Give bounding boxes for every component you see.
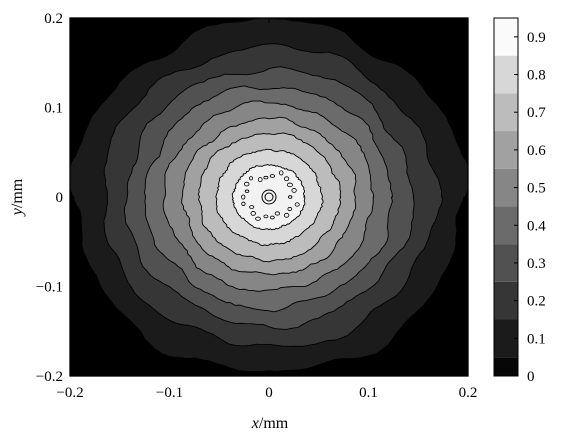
y-tick-label: −0.2 bbox=[36, 369, 63, 385]
colorbar-ticks: 0.9 0.8 0.7 0.6 0.5 0.4 0.3 0.2 0.1 0 bbox=[514, 30, 546, 385]
y-tick-label: 0 bbox=[56, 190, 64, 206]
noise-contour bbox=[283, 212, 290, 218]
noise-contour bbox=[278, 170, 284, 176]
noise-contour bbox=[249, 205, 255, 209]
noise-contour bbox=[286, 182, 293, 188]
contour-plot: −0.2 −0.1 0 0.1 0.2 0.2 0.1 0 −0.1 −0.2 bbox=[36, 11, 478, 401]
x-tick-label: 0 bbox=[265, 385, 273, 401]
y-tick-label: 0.2 bbox=[44, 11, 63, 27]
center-noise bbox=[241, 170, 300, 221]
colorbar-tick-label: 0.5 bbox=[527, 181, 546, 197]
noise-contour bbox=[263, 214, 269, 219]
y-tick-label: 0.1 bbox=[44, 101, 63, 117]
noise-contour bbox=[294, 202, 300, 207]
noise-contour bbox=[255, 216, 261, 221]
peak-contour bbox=[264, 192, 274, 202]
noise-contour bbox=[244, 189, 250, 193]
noise-contour bbox=[274, 211, 281, 216]
colorbar-tick-label: 0.6 bbox=[527, 143, 546, 159]
colorbar-tick-label: 0.8 bbox=[527, 68, 546, 84]
colorbar-segment bbox=[494, 357, 518, 376]
x-tick-label: −0.1 bbox=[156, 385, 183, 401]
x-tick-label: 0.2 bbox=[459, 385, 478, 401]
y-axis-label: y/mm bbox=[9, 178, 26, 217]
noise-contour bbox=[248, 176, 254, 181]
noise-contour bbox=[241, 194, 246, 200]
noise-contour bbox=[288, 195, 293, 199]
noise-contour bbox=[257, 177, 263, 183]
noise-contour bbox=[269, 174, 276, 178]
colorbar-tick-label: 0.2 bbox=[527, 294, 546, 310]
colorbar-tick-label: 0.4 bbox=[527, 218, 546, 234]
noise-contour bbox=[291, 188, 297, 193]
x-axis-label: x/mm bbox=[251, 415, 289, 432]
peak-contour bbox=[261, 189, 277, 205]
colorbar-tick-label: 0.1 bbox=[527, 331, 546, 347]
noise-contour bbox=[263, 175, 269, 180]
noise-contour bbox=[241, 201, 246, 206]
x-tick-label: 0.1 bbox=[359, 385, 378, 401]
colorbar-tick-label: 0.9 bbox=[527, 30, 546, 46]
y-tick-label: −0.1 bbox=[36, 280, 63, 296]
noise-contour bbox=[287, 206, 293, 212]
noise-contour bbox=[250, 211, 256, 216]
colorbar-segments bbox=[494, 18, 518, 376]
colorbar-frame bbox=[493, 17, 519, 377]
colorbar-tick-label: 0 bbox=[527, 369, 535, 385]
colorbar-tick-label: 0.7 bbox=[527, 105, 546, 121]
noise-contour bbox=[269, 215, 275, 220]
contour-bands bbox=[70, 18, 468, 372]
noise-contour bbox=[283, 176, 290, 182]
colorbar-tick-label: 0.3 bbox=[527, 256, 546, 272]
y-axis-ticks: 0.2 0.1 0 −0.1 −0.2 bbox=[36, 11, 468, 385]
x-axis-ticks: −0.2 −0.1 0 0.1 0.2 bbox=[56, 18, 477, 401]
noise-contour bbox=[243, 181, 250, 187]
x-tick-label: −0.2 bbox=[56, 385, 83, 401]
colorbar: 0.9 0.8 0.7 0.6 0.5 0.4 0.3 0.2 0.1 0 bbox=[493, 17, 546, 385]
